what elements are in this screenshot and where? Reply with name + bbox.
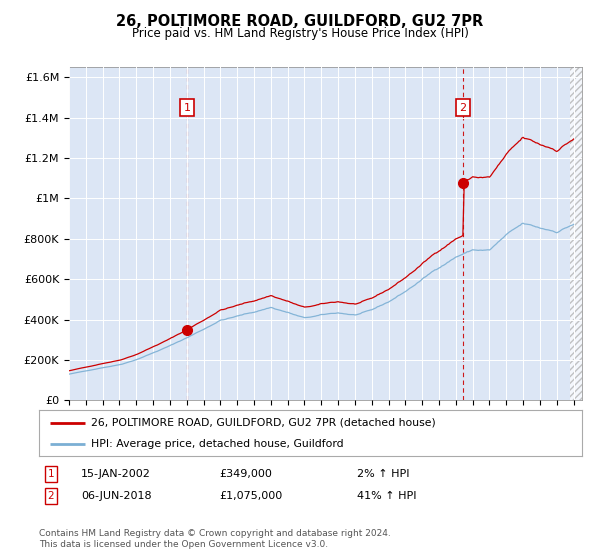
- Text: 06-JUN-2018: 06-JUN-2018: [81, 491, 152, 501]
- Text: £1,075,000: £1,075,000: [219, 491, 282, 501]
- Text: 1: 1: [47, 469, 55, 479]
- Text: 26, POLTIMORE ROAD, GUILDFORD, GU2 7PR: 26, POLTIMORE ROAD, GUILDFORD, GU2 7PR: [116, 14, 484, 29]
- Text: 41% ↑ HPI: 41% ↑ HPI: [357, 491, 416, 501]
- Text: £349,000: £349,000: [219, 469, 272, 479]
- Text: HPI: Average price, detached house, Guildford: HPI: Average price, detached house, Guil…: [91, 439, 343, 449]
- Text: Contains HM Land Registry data © Crown copyright and database right 2024.
This d: Contains HM Land Registry data © Crown c…: [39, 529, 391, 549]
- Text: 2% ↑ HPI: 2% ↑ HPI: [357, 469, 409, 479]
- Text: 26, POLTIMORE ROAD, GUILDFORD, GU2 7PR (detached house): 26, POLTIMORE ROAD, GUILDFORD, GU2 7PR (…: [91, 418, 436, 428]
- Text: 2: 2: [47, 491, 55, 501]
- Text: Price paid vs. HM Land Registry's House Price Index (HPI): Price paid vs. HM Land Registry's House …: [131, 27, 469, 40]
- Text: 2: 2: [460, 102, 467, 113]
- Text: 1: 1: [184, 102, 191, 113]
- Text: 15-JAN-2002: 15-JAN-2002: [81, 469, 151, 479]
